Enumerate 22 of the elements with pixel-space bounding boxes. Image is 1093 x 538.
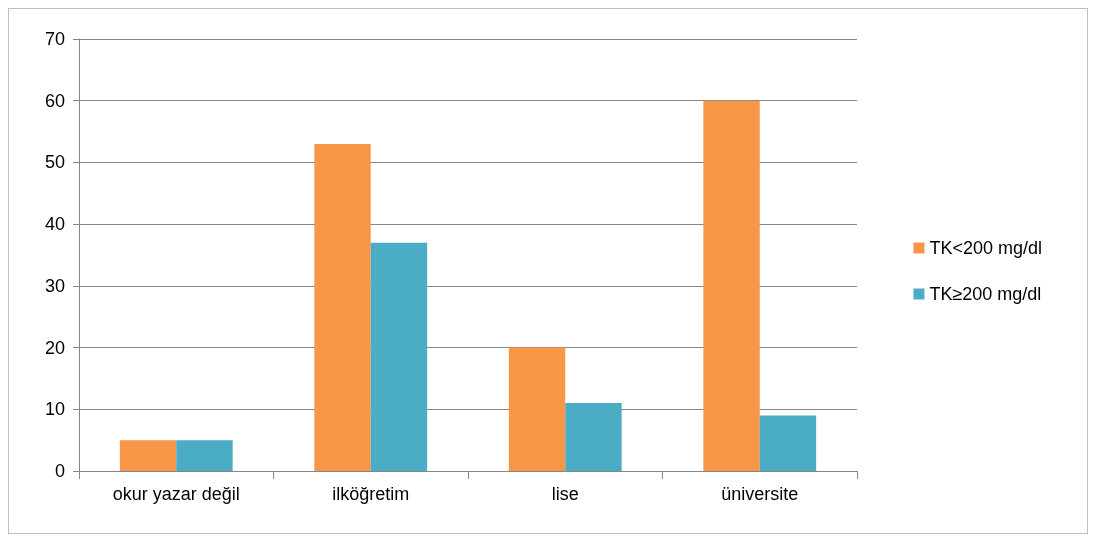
y-tick-label: 60	[44, 90, 65, 111]
x-tick-label: ilköğretim	[332, 484, 410, 504]
bar	[314, 143, 371, 471]
x-tick-label: üniversite	[721, 484, 799, 504]
bar	[176, 440, 233, 471]
y-tick-label: 70	[44, 29, 65, 49]
bar	[508, 347, 566, 471]
y-tick-label: 40	[44, 214, 65, 235]
x-tick-label: okur yazar değil	[112, 484, 240, 504]
bar	[759, 415, 817, 471]
y-tick-label: 50	[44, 152, 65, 173]
bar	[119, 440, 177, 471]
y-tick-label: 10	[44, 399, 65, 420]
y-tick-label: 30	[44, 275, 65, 296]
legend-label: TK≥200 mg/dl	[929, 284, 1042, 304]
bar	[565, 403, 622, 471]
y-tick-label: 0	[54, 461, 65, 481]
legend-label: TK<200 mg/dl	[929, 238, 1042, 258]
bar	[703, 100, 760, 471]
x-tick-label: lise	[551, 484, 579, 504]
bar	[370, 242, 428, 471]
y-tick-label: 20	[44, 337, 65, 358]
